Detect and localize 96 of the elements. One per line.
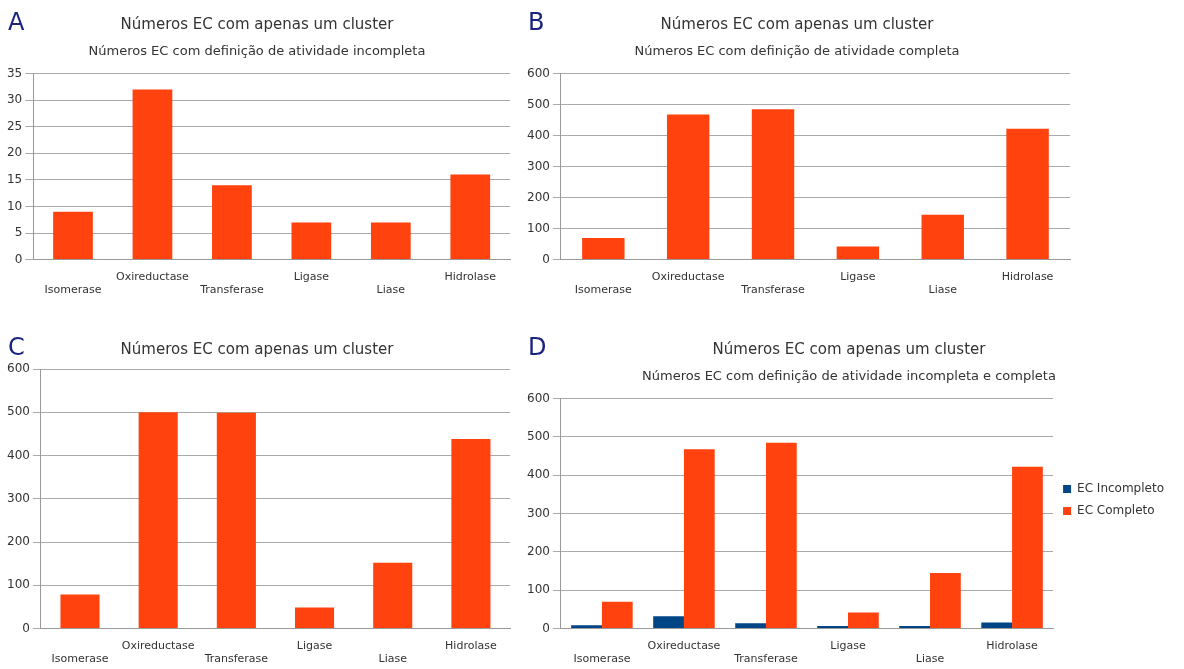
chart-title: Números EC com apenas um cluster — [120, 14, 395, 33]
x-tick-label: Hidrolase — [444, 270, 497, 284]
legend-label: EC Completo — [1077, 503, 1155, 518]
chart-subtitle: Números EC com definição de atividade completa — [634, 43, 960, 59]
x-tick-label: Isomerase — [51, 652, 109, 666]
text: D — [528, 333, 547, 362]
y-tick-label: 100 — [527, 220, 550, 235]
chart-subtitle: Números EC com definição de atividade incompleta e completa — [642, 368, 1056, 384]
y-tick-label: 400 — [527, 467, 550, 482]
y-tick-label: 5 — [14, 225, 23, 240]
x-tick-label: Isomerase — [574, 283, 633, 297]
x-tick-label: Isomerase — [573, 652, 631, 666]
chart-title: Números EC com apenas um cluster — [660, 14, 935, 33]
x-tick-label: Ligase — [296, 639, 333, 653]
y-tick-label: 0 — [542, 251, 550, 266]
x-tick-label: Transferase — [203, 652, 269, 666]
y-tick-label: 30 — [6, 92, 23, 107]
x-tick-label: Isomerase — [44, 283, 102, 297]
bar — [291, 222, 332, 260]
y-tick-label: 300 — [527, 505, 550, 520]
bar — [370, 222, 411, 260]
y-tick-label: 400 — [7, 447, 30, 462]
bar — [138, 412, 178, 629]
bar — [921, 214, 964, 260]
x-tick-label: Transferase — [740, 283, 805, 297]
x-tick-label: Ligase — [293, 270, 330, 284]
bar — [451, 439, 491, 629]
y-tick-label: 0 — [14, 251, 23, 266]
bar — [450, 174, 491, 260]
y-tick-label: 600 — [527, 65, 550, 80]
chart-title: Números EC com apenas um cluster — [712, 339, 987, 358]
y-tick-label: 600 — [527, 390, 550, 405]
y-tick-label: 10 — [6, 198, 23, 213]
y-tick-label: 500 — [7, 404, 30, 419]
y-tick-label: 20 — [6, 145, 23, 160]
x-tick-label: Hidrolase — [445, 639, 497, 653]
bar — [60, 594, 100, 629]
bar — [216, 412, 256, 629]
bar — [212, 185, 252, 260]
chart-title: Números EC com apenas um cluster — [120, 339, 395, 358]
x-tick-label: Oxireductase — [647, 639, 721, 653]
y-tick-label: 200 — [7, 534, 30, 549]
x-tick-label: Ligase — [840, 270, 876, 284]
x-tick-label: Transferase — [199, 283, 264, 297]
y-tick-label: 100 — [527, 582, 550, 597]
bar — [582, 237, 625, 260]
legend-label: EC Incompleto — [1077, 481, 1165, 496]
y-tick-label: 200 — [527, 544, 550, 559]
x-tick-label: Liase — [378, 652, 408, 666]
bar — [373, 562, 413, 629]
bar — [1006, 128, 1049, 260]
y-tick-label: 15 — [6, 172, 23, 187]
bar — [571, 625, 602, 629]
bar — [132, 89, 173, 260]
bar — [817, 625, 848, 629]
bar — [751, 109, 795, 260]
y-tick-label: 35 — [6, 65, 23, 80]
bar — [765, 442, 797, 629]
bar — [981, 622, 1013, 629]
y-tick-label: 25 — [6, 118, 23, 133]
bar — [683, 449, 715, 629]
bar — [601, 601, 633, 629]
bar — [666, 114, 710, 260]
x-tick-label: Liase — [928, 283, 958, 297]
chart-subtitle: Números EC com definição de atividade incompleta — [88, 43, 426, 59]
text: A — [8, 8, 25, 37]
text: B — [528, 8, 545, 37]
y-tick-label: 300 — [7, 490, 30, 505]
x-tick-label: Hidrolase — [986, 639, 1039, 653]
bar — [295, 607, 335, 629]
x-tick-label: Oxireductase — [116, 270, 190, 284]
y-tick-label: 0 — [22, 620, 30, 635]
y-tick-label: 400 — [527, 127, 550, 142]
bar — [1012, 466, 1043, 629]
bar — [836, 246, 880, 260]
y-tick-label: 200 — [527, 189, 550, 204]
y-tick-label: 500 — [527, 429, 550, 444]
x-tick-label: Transferase — [733, 652, 798, 666]
x-tick-label: Oxireductase — [651, 270, 725, 284]
y-tick-label: 100 — [7, 577, 30, 592]
text: C — [8, 333, 25, 362]
bar — [899, 625, 931, 629]
bar — [653, 616, 684, 629]
y-tick-label: 300 — [527, 158, 550, 173]
x-tick-label: Hidrolase — [1001, 270, 1054, 284]
x-tick-label: Ligase — [830, 639, 866, 653]
y-tick-label: 600 — [7, 361, 30, 376]
bar — [735, 623, 766, 629]
y-tick-label: 500 — [527, 96, 550, 111]
x-tick-label: Oxireductase — [121, 639, 195, 653]
y-tick-label: 0 — [542, 620, 550, 635]
bar — [930, 573, 961, 629]
x-tick-label: Liase — [376, 283, 406, 297]
bar — [53, 211, 93, 260]
x-tick-label: Liase — [915, 652, 945, 666]
bar — [848, 612, 879, 629]
